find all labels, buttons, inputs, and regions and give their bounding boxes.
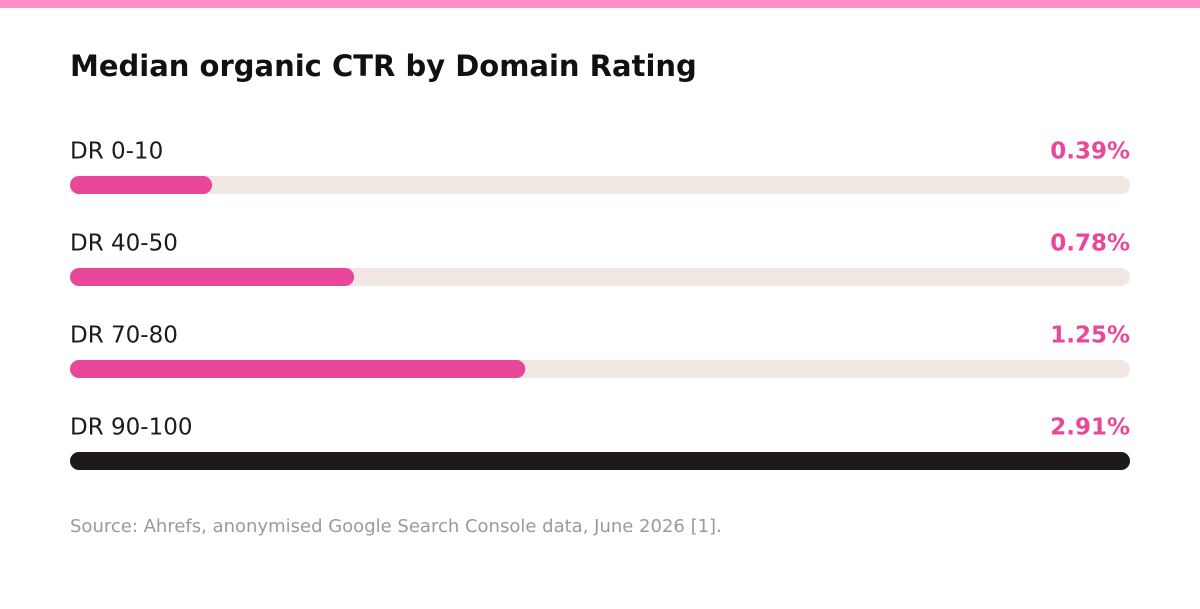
- source-note: Source: Ahrefs, anonymised Google Search…: [70, 516, 722, 537]
- value-label: 1.25%: [1050, 323, 1130, 349]
- bar: [70, 360, 526, 378]
- category-label: DR 90-100: [70, 415, 192, 441]
- bar: [70, 452, 1130, 470]
- top-stripe: [0, 0, 1200, 8]
- bar-track: [70, 176, 1130, 194]
- value-label: 0.78%: [1050, 231, 1130, 257]
- chart-title: Median organic CTR by Domain Rating: [70, 49, 697, 83]
- category-label: DR 70-80: [70, 323, 178, 349]
- bar: [70, 268, 355, 286]
- bar: [70, 176, 213, 194]
- category-label: DR 40-50: [70, 231, 178, 257]
- category-label: DR 0-10: [70, 139, 163, 165]
- value-label: 0.39%: [1050, 139, 1130, 165]
- value-label: 2.91%: [1050, 415, 1130, 441]
